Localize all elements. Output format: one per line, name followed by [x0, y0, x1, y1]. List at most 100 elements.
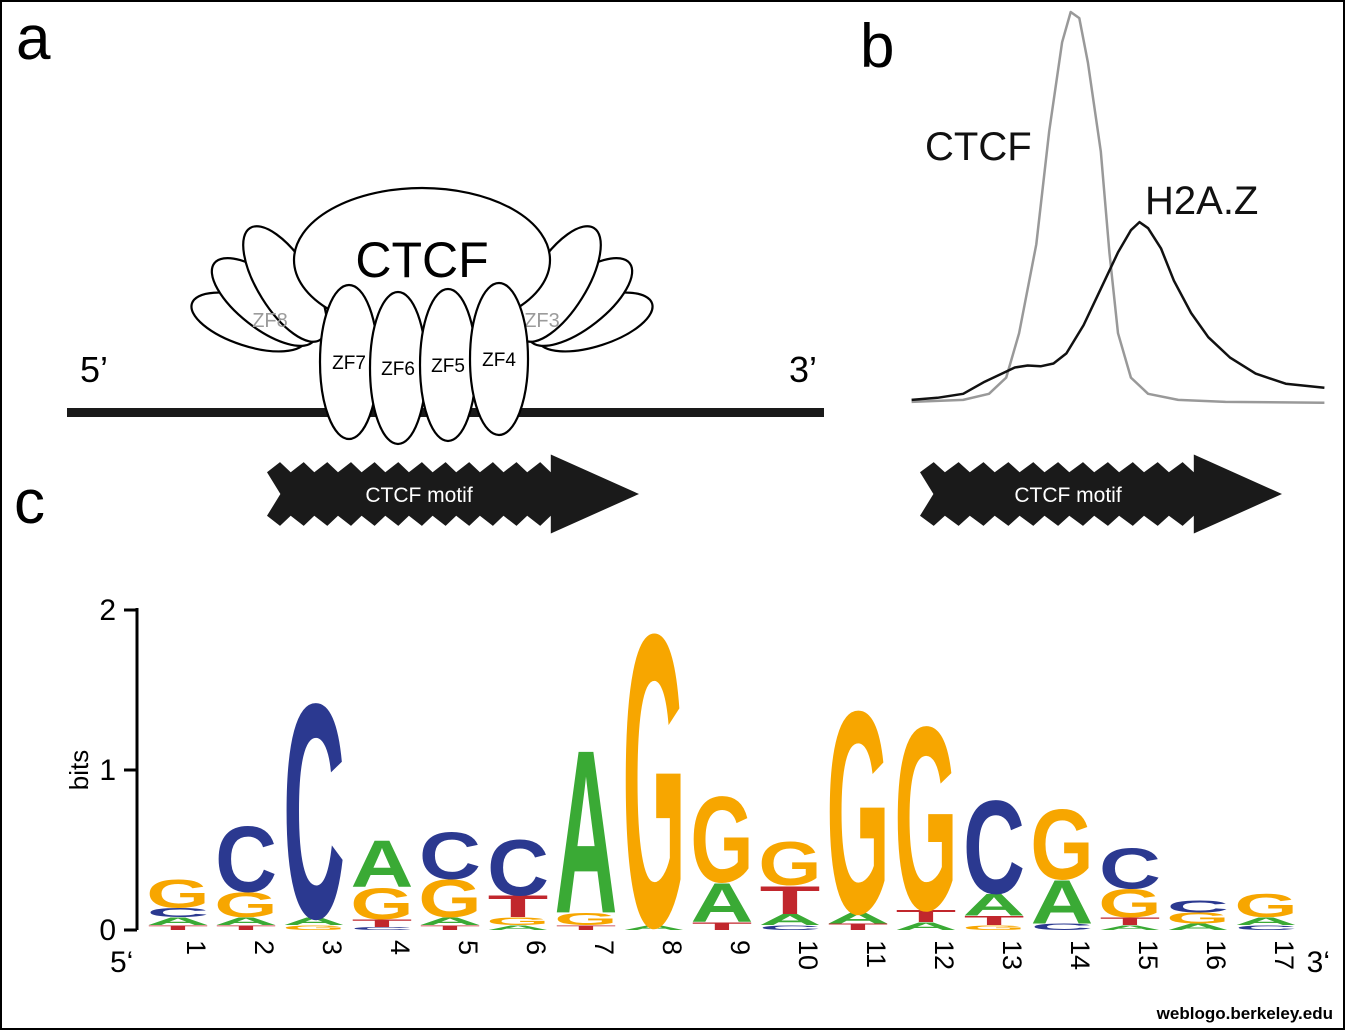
logo-letter-C: C — [419, 820, 481, 894]
logo-letter-C: C — [1099, 837, 1161, 901]
zinc-fingers-on-dna: ZF7 ZF6 ZF5 ZF4 — [318, 281, 530, 446]
series-line-CTCF — [911, 10, 1325, 404]
logo-letter-T: T — [760, 878, 821, 923]
logo-position-label: 13 — [997, 940, 1027, 970]
logo-position-label: 16 — [1201, 940, 1231, 970]
logo-letter-T: T — [488, 889, 549, 924]
logo-position-label: 6 — [521, 940, 551, 955]
logo-letter-C: C — [351, 926, 413, 931]
logo-letter-A: A — [351, 827, 414, 901]
logo-y-tick-label: 2 — [99, 594, 116, 627]
logo-letter-G: G — [350, 879, 413, 929]
five-prime-label: 5’ — [80, 349, 108, 390]
logo-position-label: 3 — [317, 940, 347, 955]
logo-letter-T: T — [896, 906, 957, 926]
logo-position-label: 12 — [929, 940, 959, 970]
logo-letter-G: G — [554, 909, 617, 929]
logo-letter-C: C — [283, 639, 345, 982]
logo-letter-G: G — [1030, 790, 1093, 901]
panel-c-label: c — [14, 468, 45, 537]
logo-letter-A: A — [623, 924, 686, 931]
logo-letter-C: C — [147, 905, 209, 920]
logo-letter-G: G — [1166, 910, 1229, 927]
panel-a-label: a — [16, 4, 51, 73]
logo-letter-G: G — [1098, 881, 1161, 926]
logo-letter-G: G — [418, 869, 481, 929]
logo-letter-A: A — [827, 910, 890, 927]
ctcf-motif-arrow-label: CTCF motif — [1014, 484, 1121, 507]
logo-position-label: 1 — [181, 940, 211, 955]
zf8-label: ZF8 — [252, 310, 288, 332]
logo-letter-A: A — [555, 703, 618, 963]
zf7-label: ZF7 — [332, 353, 366, 374]
logo-position-label: 7 — [589, 940, 619, 955]
logo-position-label: 8 — [657, 940, 687, 955]
logo-letter-A: A — [1167, 922, 1230, 932]
logo-position-label: 2 — [249, 940, 279, 955]
logo-letter-A: A — [691, 872, 754, 934]
logo-letter-T: T — [148, 924, 209, 931]
logo-letter-G: G — [690, 771, 753, 908]
logo-letter-T: T — [216, 924, 277, 931]
panel-b-label: b — [860, 12, 895, 81]
zf6-label: ZF6 — [381, 359, 415, 380]
logo-position-label: 17 — [1269, 940, 1299, 970]
logo-position-label: 11 — [861, 940, 891, 968]
logo-letter-A: A — [1235, 915, 1298, 927]
logo-y-ticks: 0 1 2 — [99, 594, 137, 947]
logo-letter-G: G — [894, 673, 957, 966]
logo-letter-A: A — [215, 915, 278, 927]
logo-letter-T: T — [1100, 915, 1161, 927]
logo-letter-stacks: TACG1TAGC2GAC3CTGA4TAGC5AGTC6TGA7AG8TAG9… — [146, 548, 1299, 1014]
logo-letter-A: A — [759, 911, 822, 928]
ctcf-dna-binding-diagram: CTCF ZF8 ZF3 5’ 3’ ZF7 ZF6 ZF5 ZF4 — [67, 186, 824, 446]
three-prime-label: 3’ — [789, 349, 817, 390]
ctcf-curve-label: CTCF — [925, 125, 1032, 169]
ctcf-motif-arrow-shape — [920, 454, 1282, 534]
chip-signal-profile-chart: CTCF H2A.Z — [911, 10, 1325, 404]
logo-letter-A: A — [1031, 868, 1094, 937]
logo-letter-G: G — [214, 885, 277, 925]
logo-five-prime: 5‘ — [110, 946, 133, 979]
logo-position-label: 14 — [1065, 940, 1095, 970]
zf4-label: ZF4 — [482, 350, 516, 371]
logo-letter-C: C — [1031, 922, 1093, 932]
logo-position-label: 4 — [385, 940, 415, 955]
logo-letter-G: G — [1234, 888, 1297, 925]
logo-position-label: 15 — [1133, 940, 1163, 970]
logo-letter-T: T — [964, 913, 1025, 928]
logo-letter-G: G — [486, 915, 549, 927]
zf5-label: ZF5 — [431, 356, 465, 377]
logo-position-label: 9 — [725, 940, 755, 955]
zinc-finger-petals — [190, 225, 654, 353]
logo-letter-A: A — [487, 924, 550, 931]
ctcf-motif-arrow-label: CTCF motif — [365, 484, 472, 507]
logo-letter-G: G — [622, 548, 685, 1014]
logo-letter-A: A — [895, 920, 958, 932]
ctcf-sequence-logo: bits 012 TACG1TAGC2GAC3CTGA4TAGC5AGTC6TG… — [64, 548, 1330, 1014]
logo-letter-G: G — [962, 924, 1025, 931]
logo-letter-A: A — [963, 887, 1026, 922]
ctcf-protein-label: CTCF — [355, 232, 488, 288]
logo-letter-T: T — [556, 924, 617, 931]
logo-letter-C: C — [759, 924, 821, 931]
logo-letter-G: G — [146, 871, 209, 916]
ctcf-motif-arrow-shape — [267, 454, 639, 534]
logo-position-label: 5 — [453, 940, 483, 955]
zf4-finger — [468, 281, 530, 437]
logo-letter-G: G — [282, 924, 345, 931]
logo-letter-T: T — [828, 922, 889, 932]
logo-three-prime: 3‘ — [1307, 946, 1330, 979]
series-line-H2A.Z — [911, 220, 1325, 402]
logo-letter-T: T — [692, 920, 753, 932]
logo-position-label: 10 — [793, 940, 823, 970]
logo-letter-A: A — [283, 915, 346, 927]
h2az-curve-label: H2A.Z — [1145, 179, 1258, 223]
panel-b-motif-arrow: CTCF motif — [920, 454, 1282, 534]
logo-y-tick-label: 0 — [99, 914, 116, 947]
bits-axis-label: bits — [64, 750, 94, 790]
logo-letter-T: T — [420, 924, 481, 931]
logo-letter-A: A — [1099, 924, 1162, 931]
profile-plot-area — [911, 10, 1325, 404]
